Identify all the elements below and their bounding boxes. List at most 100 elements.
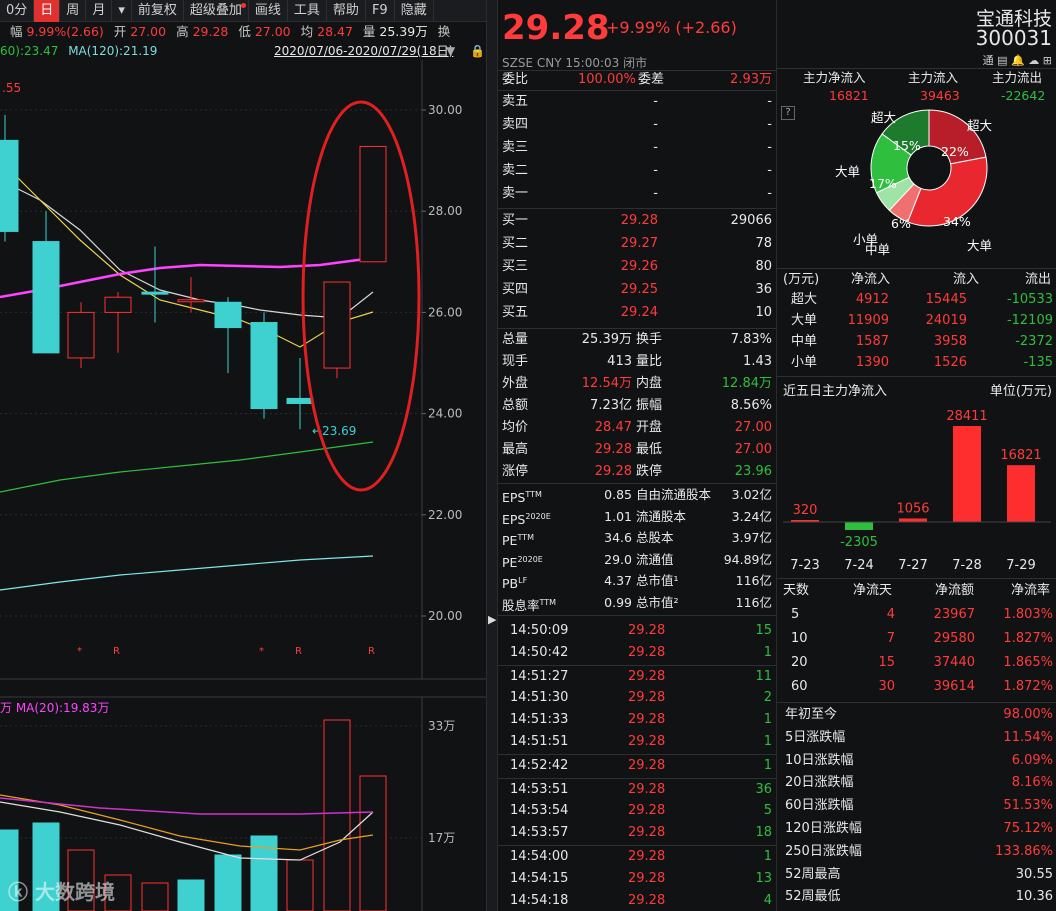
perf-value: 75.12% bbox=[1003, 821, 1053, 836]
avg-value: 28.47 bbox=[317, 24, 353, 39]
toolbar-item[interactable]: 超级叠加 bbox=[184, 0, 249, 22]
weibi-label: 委比 bbox=[502, 72, 529, 87]
cloud-icon[interactable]: ☁ bbox=[1028, 54, 1040, 67]
tick-row[interactable]: 14:50:42 29.28 1 bbox=[498, 642, 776, 664]
ma-info-bar: 60):23.47 MA(120):21.19 2020/07/06-2020/… bbox=[0, 42, 486, 60]
event-mark: * bbox=[259, 646, 264, 657]
fund-row: PETTM 34.6 总股本 3.97亿 bbox=[498, 527, 776, 549]
net-inflow-value: 16821 bbox=[829, 88, 869, 103]
fund-label-main: PE bbox=[502, 554, 518, 570]
toolbar-item[interactable]: 0分 bbox=[0, 0, 35, 22]
days-col-header: 净流额 bbox=[935, 583, 975, 598]
volume-bar bbox=[104, 874, 132, 911]
fund-label: PBLF bbox=[502, 570, 527, 595]
order-level[interactable]: 卖四 - - bbox=[498, 114, 776, 136]
high-value: 29.28 bbox=[192, 24, 229, 39]
tick-row[interactable]: 14:51:33 29.28 1 bbox=[498, 709, 776, 731]
tick-row[interactable]: 14:54:00 29.28 1 bbox=[498, 846, 776, 868]
tick-time: 14:51:51 bbox=[510, 734, 569, 749]
tick-row[interactable]: 14:53:57 29.28 18 bbox=[498, 822, 776, 844]
perf-label: 10日涨跌幅 bbox=[785, 752, 854, 768]
perf-label: 5日涨跌幅 bbox=[785, 729, 846, 745]
tick-time: 14:50:42 bbox=[510, 644, 569, 660]
order-level[interactable]: 卖二 - - bbox=[498, 160, 776, 182]
date-range[interactable]: 2020/07/06-2020/07/29(18日) bbox=[274, 44, 454, 58]
fund-value: 0.99 bbox=[604, 594, 632, 610]
stat-label: 最低 bbox=[636, 442, 663, 457]
price-tick-label: 26.00 bbox=[428, 305, 462, 319]
stat-label: 内盘 bbox=[636, 376, 663, 391]
tick-row[interactable]: 14:50:09 29.28 15 bbox=[498, 620, 776, 642]
stat-row: 现手 413 量比 1.43 bbox=[498, 351, 776, 373]
flow-out: -10533 bbox=[1006, 292, 1053, 307]
toolbar-item[interactable]: 隐藏 bbox=[395, 0, 434, 22]
toolbar-item[interactable]: 周 bbox=[60, 0, 87, 22]
turnover-label: 换 bbox=[437, 24, 451, 39]
tick-volume: 1 bbox=[763, 849, 772, 864]
toolbar-item[interactable]: 月 bbox=[86, 0, 113, 22]
order-level[interactable]: 买五 29.24 10 bbox=[498, 302, 776, 324]
kline-chart[interactable]: 30.00 28.00 26.00 24.00 22.00 20.00 .55 ←23.69 *… bbox=[0, 60, 486, 911]
fund-label: 流通股本 bbox=[636, 508, 687, 524]
panel-divider[interactable]: ▶ bbox=[486, 0, 498, 911]
tick-row[interactable]: 14:53:51 29.28 36 bbox=[498, 779, 776, 801]
low-label: 低 bbox=[238, 24, 251, 39]
five-day-date: 7-27 bbox=[898, 558, 928, 573]
tick-price: 29.28 bbox=[628, 825, 666, 841]
order-level[interactable]: 买四 29.25 36 bbox=[498, 279, 776, 301]
flow-type: 中单 bbox=[791, 334, 818, 349]
five-day-bar bbox=[899, 518, 927, 522]
flow-in: 15445 bbox=[925, 292, 967, 307]
level-price: 29.26 bbox=[620, 259, 658, 274]
days-col-header: 净流天 bbox=[853, 583, 893, 598]
vol-ma10-line bbox=[0, 794, 374, 851]
toolbar-item[interactable]: 画线 bbox=[249, 0, 288, 22]
tick-row[interactable]: 14:54:15 29.28 13 bbox=[498, 868, 776, 890]
perf-value: 51.53% bbox=[1003, 798, 1053, 814]
grid-icon[interactable]: ⊞ bbox=[1042, 54, 1052, 67]
watermark-text: 大数跨境 bbox=[34, 880, 115, 904]
tick-separator bbox=[498, 777, 776, 779]
toolbar-item[interactable]: 前复权 bbox=[132, 0, 184, 22]
order-level[interactable]: 买三 29.26 80 bbox=[498, 256, 776, 278]
quote-panel: 29.28 +9.99% (+2.66) SZSE CNY 15:00:03 闭… bbox=[498, 0, 776, 911]
tick-row[interactable]: 14:53:54 29.28 5 bbox=[498, 800, 776, 822]
toolbar-item[interactable]: 日 bbox=[34, 0, 61, 22]
tick-row[interactable]: 14:54:18 29.28 4 bbox=[498, 890, 776, 911]
toolbar-item[interactable]: 帮助 bbox=[327, 0, 366, 22]
candle-body bbox=[141, 291, 169, 295]
stat-value: 7.83% bbox=[730, 332, 772, 347]
collapse-arrow-icon[interactable]: ▶ bbox=[488, 613, 497, 626]
order-level[interactable]: 买一 29.28 29066 bbox=[498, 210, 776, 232]
order-level[interactable]: 买二 29.27 78 bbox=[498, 233, 776, 255]
bell-icon[interactable]: 🔔 bbox=[1011, 54, 1025, 67]
tick-row[interactable]: 14:51:30 29.28 2 bbox=[498, 687, 776, 709]
perf-label: 60日涨跌幅 bbox=[785, 798, 854, 814]
days-col-header: 天数 bbox=[783, 583, 810, 598]
tick-row[interactable]: 14:51:27 29.28 11 bbox=[498, 666, 776, 688]
toolbar-item[interactable]: 工具 bbox=[288, 0, 327, 22]
tick-row[interactable]: 14:51:51 29.28 1 bbox=[498, 731, 776, 753]
dropdown-triangle-icon[interactable]: ▼ bbox=[446, 44, 456, 58]
help-icon[interactable]: ? bbox=[781, 106, 795, 120]
toolbar-item[interactable]: F9 bbox=[366, 0, 395, 22]
doc-icon[interactable]: ▤ bbox=[997, 54, 1008, 67]
lock-icon[interactable]: 🔒 bbox=[470, 44, 485, 58]
notify-dot-icon bbox=[240, 2, 246, 8]
pie-slice bbox=[870, 133, 912, 194]
high-label: 高 bbox=[176, 24, 189, 39]
days-a: 15 bbox=[878, 655, 895, 670]
ma-line bbox=[0, 555, 374, 591]
stat-value: 27.00 bbox=[734, 442, 772, 457]
order-level[interactable]: 卖五 - - bbox=[498, 91, 776, 113]
level-price: - bbox=[653, 163, 658, 178]
tick-row[interactable]: 14:52:42 29.28 1 bbox=[498, 755, 776, 777]
toolbar-item[interactable]: ▾ bbox=[112, 0, 132, 22]
order-level[interactable]: 卖一 - - bbox=[498, 183, 776, 205]
order-level[interactable]: 卖三 - - bbox=[498, 137, 776, 159]
fund-label-sup: TTM bbox=[539, 597, 557, 607]
stat-label: 换手 bbox=[636, 332, 663, 347]
days-row: 20 15 37440 1.865% bbox=[777, 652, 1056, 674]
range-label: 幅 bbox=[10, 24, 23, 39]
